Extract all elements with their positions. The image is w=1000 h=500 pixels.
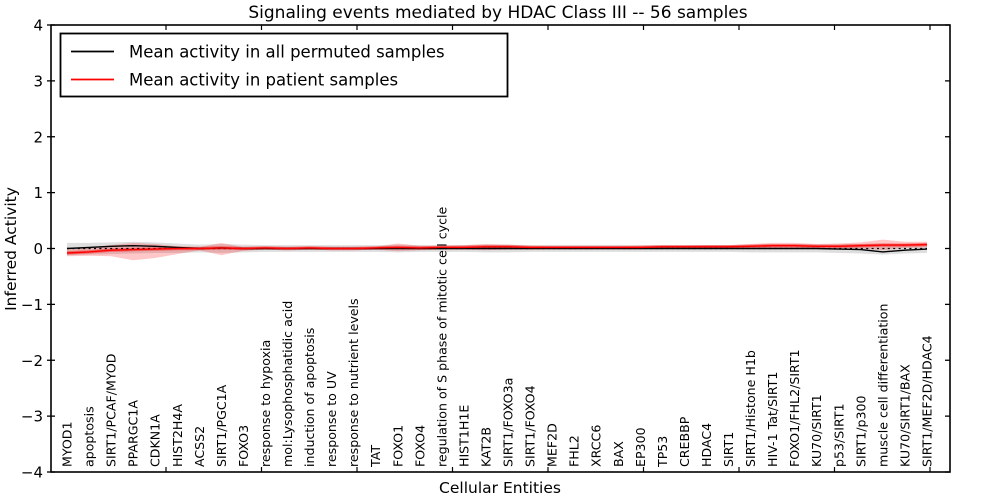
x-category-label: SIRT1/Histone H1b <box>743 350 758 467</box>
x-category-label: regulation of S phase of mitotic cell cy… <box>434 206 449 467</box>
legend-box <box>59 32 509 98</box>
y-tick-label-layer: −4 −3 −2 −1 0 1 2 3 4 <box>21 17 43 482</box>
y-tick-label: 1 <box>33 184 43 202</box>
x-category-label: KAT2B <box>479 427 494 467</box>
legend: Mean activity in all permuted samples Me… <box>59 32 509 98</box>
y-tick-label: 0 <box>33 240 43 258</box>
x-category-label: HDAC4 <box>699 423 714 467</box>
x-category-label: FOXO1 <box>390 425 405 467</box>
x-category-label: SIRT1/p300 <box>853 395 868 467</box>
y-tick-label: −4 <box>21 464 43 482</box>
x-category-label: response to hypoxia <box>258 340 273 467</box>
x-category-label: TAT <box>368 445 383 468</box>
x-category-label: MEF2D <box>545 423 560 467</box>
legend-label-patient: Mean activity in patient samples <box>129 71 398 90</box>
x-category-label: mol:Lysophosphatidic acid <box>280 301 295 467</box>
x-category-label: p53/SIRT1 <box>831 403 846 467</box>
x-category-label: MYOD1 <box>60 422 75 468</box>
y-tick-label: −1 <box>21 296 43 314</box>
y-tick-label: −2 <box>21 352 43 370</box>
x-category-label: SIRT1/FOXO3a <box>501 378 516 467</box>
x-category-label: SIRT1 <box>721 432 736 467</box>
y-tick-label: 3 <box>33 72 43 90</box>
legend-label-permuted: Mean activity in all permuted samples <box>129 43 445 62</box>
y-tick-label: −3 <box>21 408 43 426</box>
x-category-label: induction of apoptosis <box>302 328 317 467</box>
x-category-label: KU70/SIRT1/BAX <box>897 364 912 467</box>
x-category-label: HIST2H4A <box>170 404 185 467</box>
x-category-label: CDKN1A <box>148 414 163 467</box>
x-category-label: SIRT1/PGC1A <box>214 384 229 467</box>
x-category-label: BAX <box>611 441 626 467</box>
x-category-label: TP53 <box>655 436 670 468</box>
series-line-layer <box>66 243 928 254</box>
x-category-label: response to UV <box>324 371 339 467</box>
band-patient-samples-spread <box>67 239 927 261</box>
x-category-label: KU70/SIRT1 <box>809 394 824 467</box>
x-category-label: SIRT1/PCAF/MYOD <box>104 354 119 467</box>
x-category-label: FOXO4 <box>412 425 427 467</box>
x-category-label: SIRT1/MEF2D/HDAC4 <box>920 335 935 467</box>
band-patient-inner <box>67 242 927 255</box>
plot-frame <box>50 24 951 473</box>
y-tick-label: 4 <box>33 17 43 35</box>
x-category-label: PPARGC1A <box>126 400 141 467</box>
x-category-label: SIRT1/FOXO4 <box>523 385 538 467</box>
y-axis-label: Inferred Activity <box>2 187 20 311</box>
x-category-label: ACSS2 <box>192 426 207 467</box>
x-category-label: XRCC6 <box>589 425 604 467</box>
x-category-label: apoptosis <box>82 406 97 467</box>
x-axis-label: Cellular Entities <box>439 479 561 497</box>
x-category-label-layer: MYOD1 apoptosis SIRT1/PCAF/MYOD PPARGC1A CDK… <box>60 206 935 468</box>
x-category-label: CREBBP <box>677 416 692 467</box>
x-category-label: FOXO1/FHL2/SIRT1 <box>787 349 802 467</box>
x-category-label: EP300 <box>633 427 648 467</box>
x-category-label: response to nutrient levels <box>346 298 361 467</box>
chart-title: Signaling events mediated by HDAC Class … <box>248 3 747 23</box>
x-category-label: muscle cell differentiation <box>875 304 890 468</box>
x-category-label: HIV-1 Tat/SIRT1 <box>765 372 780 467</box>
series-line-1 <box>66 243 928 254</box>
x-category-label: FOXO3 <box>236 425 251 467</box>
x-category-label: HIST1H1E <box>456 405 471 467</box>
x-category-label: FHL2 <box>567 435 582 467</box>
band-layer <box>67 239 927 261</box>
y-tick-label: 2 <box>33 128 43 146</box>
